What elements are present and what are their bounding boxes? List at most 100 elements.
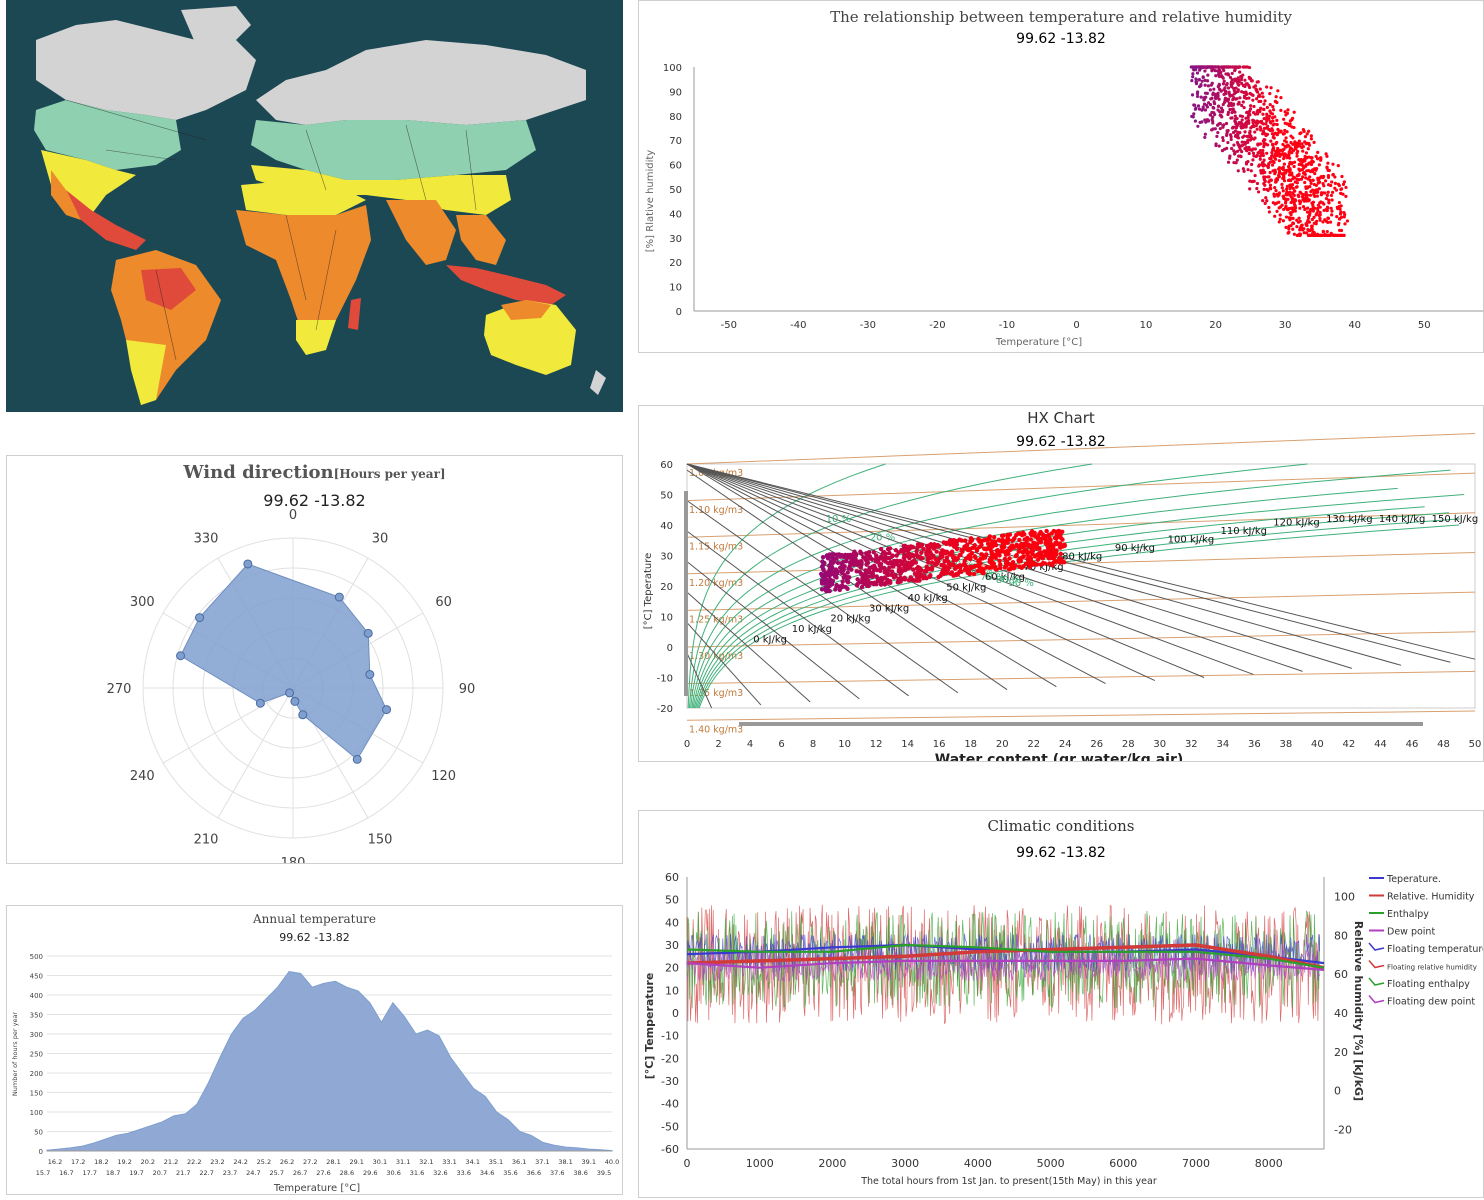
scatter-point [1267,161,1271,166]
hx-point [974,548,980,553]
scatter-point [1312,215,1316,219]
hx-point [947,538,953,543]
scatter-point [1259,106,1263,110]
hx-point [1029,531,1035,536]
y-tick-label: 150 [30,1090,43,1098]
hx-point [921,546,926,552]
hx-point [902,562,908,568]
scatter-point [1244,82,1248,86]
hx-point [845,574,850,580]
scatter-point [1321,230,1325,234]
y2-tick-label: 60 [1334,968,1348,981]
hx-point [1045,553,1051,558]
y2-tick-label: 0 [1334,1085,1341,1098]
hx-point [871,550,876,555]
scatter-point [1293,189,1297,193]
scatter-point [1294,144,1298,148]
rh-label: 20 % [870,532,895,543]
hx-point [919,550,924,555]
scatter-point [1292,175,1296,179]
scatter-point [1291,186,1295,191]
x-tick-label: 30 [1279,320,1292,331]
hx-point [829,552,835,557]
scatter-point [1269,187,1273,191]
scatter-point [1311,200,1315,204]
scatter-point [1341,182,1346,187]
hx-point [1021,544,1026,550]
scatter-point [1234,86,1238,90]
hx-point [1008,547,1013,553]
scatter-point [1242,94,1247,98]
x-tick-label: -40 [790,320,806,331]
y-axis-label: [°C] Temperature [643,973,656,1080]
y-tick-label: 10 [665,984,679,997]
scatter-point [1268,102,1272,107]
scatter-point [1259,127,1263,131]
x-tick-label-top: 30.1 [373,1158,387,1166]
scatter-point [1313,189,1317,194]
annual-temp-chart: 0 50 100 150 200 250 300 350 400 450 500 16.2 17.2 18… [11,953,619,1194]
scatter-point [1304,151,1309,155]
hx-point [934,549,939,554]
scatter-point [1193,119,1198,123]
x-tick-label-bottom: 39.5 [597,1169,611,1177]
scatter-point [1217,65,1221,69]
x-tick-label-bottom: 25.7 [270,1169,284,1177]
scatter-point [1210,128,1214,132]
scatter-point [1251,120,1255,125]
legend-label: Floating enthalpy [1387,979,1470,990]
hx-point [827,565,833,570]
scatter-point [1256,151,1260,155]
scatter-point [1252,137,1256,141]
scatter-point [1343,212,1347,217]
x-tick-label-top: 36.1 [512,1158,526,1166]
scatter-point [1297,199,1301,203]
scatter-point [1213,127,1217,131]
density-line [686,710,1476,721]
scatter-point [1291,148,1296,153]
scatter-point [1330,213,1334,217]
scatter-point [1277,166,1282,170]
hx-point [1052,535,1058,541]
wind-unit: [Hours per year] [333,467,446,481]
hx-point [884,569,890,575]
scatter-point [1286,197,1290,201]
scatter-point [1283,139,1287,143]
scatter-point [1318,205,1322,209]
scatter-point [1194,77,1198,81]
x-tick-label-top: 27.2 [303,1158,317,1166]
enthalpy-line [686,591,811,703]
wind-point [365,669,375,679]
scatter-point [1216,104,1221,108]
scatter-point [1292,232,1296,236]
scatter-point [1216,72,1221,76]
hx-point [874,554,879,559]
scatter-point [1333,233,1338,237]
enthalpy-label: 60 kJ/kg [985,572,1025,583]
scatter-point [1339,191,1343,195]
legend-swatch [1368,977,1385,986]
scatter-point [1258,154,1262,158]
hx-point [938,550,943,556]
scatter-point [1204,103,1209,107]
scatter-point [1240,118,1244,122]
x-tick-label-bottom: 30.6 [386,1169,400,1177]
south-asia [386,200,456,265]
scatter-point [1251,151,1256,155]
scatter-point [1297,139,1301,143]
scatter-point [1263,99,1267,103]
scatter-point [1244,116,1248,120]
hx-point [1044,533,1049,539]
hx-point [1044,528,1049,534]
scatter-point [1209,83,1213,87]
scatter-point [1210,67,1214,71]
hx-point [834,552,840,557]
x-tick-label: 4000 [964,1157,992,1170]
scatter-point [1321,176,1325,180]
scatter-point [1265,132,1270,136]
y-tick-label: 0 [39,1148,43,1156]
scatter-point [1278,213,1282,217]
hx-point [994,551,1000,557]
scatter-point [1307,229,1311,233]
scatter-point [1216,130,1220,135]
